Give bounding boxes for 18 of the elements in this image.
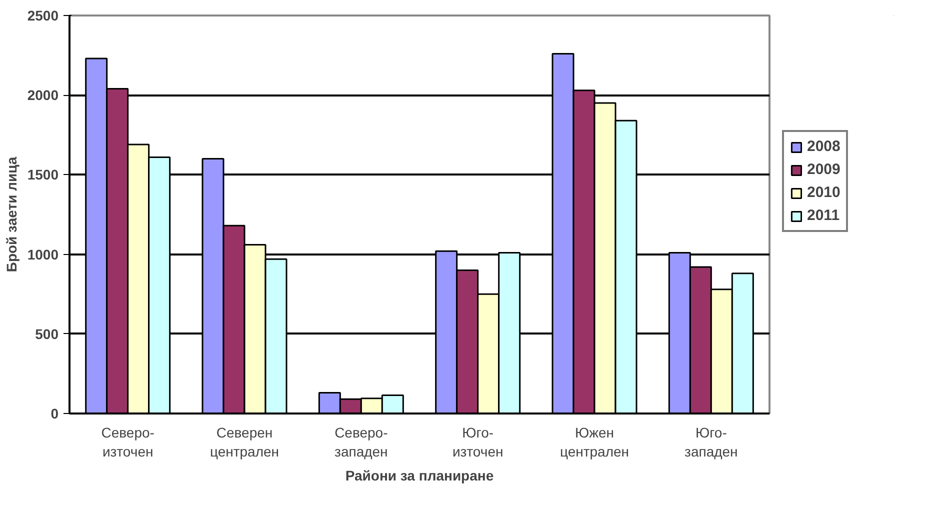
y-tick-label: 1500 [27,166,59,183]
x-tick-label: Юго-западен [684,424,738,460]
x-tick-label: Юго-източен [452,424,504,460]
y-axis-title: Брой заети лица [3,156,20,272]
legend-label: 2010 [807,184,840,201]
x-tick-label: Северо-западен [334,424,388,460]
x-axis-title: Райони за планиране [345,468,494,484]
y-tick-label: 1000 [27,246,59,262]
y-tick-label: 2000 [27,87,59,104]
legend-label: 2011 [807,207,840,224]
legend-label: 2009 [807,161,840,178]
legend-label: 2008 [807,138,840,155]
y-tick-label: 500 [35,326,59,342]
y-tick-label: 2500 [27,8,59,24]
x-tick-label: Северо-източен [101,424,155,460]
x-tick-label: Южен централен [560,424,630,460]
y-tick-label: 0 [50,406,59,422]
x-tick-label: Северен централен [210,424,280,460]
